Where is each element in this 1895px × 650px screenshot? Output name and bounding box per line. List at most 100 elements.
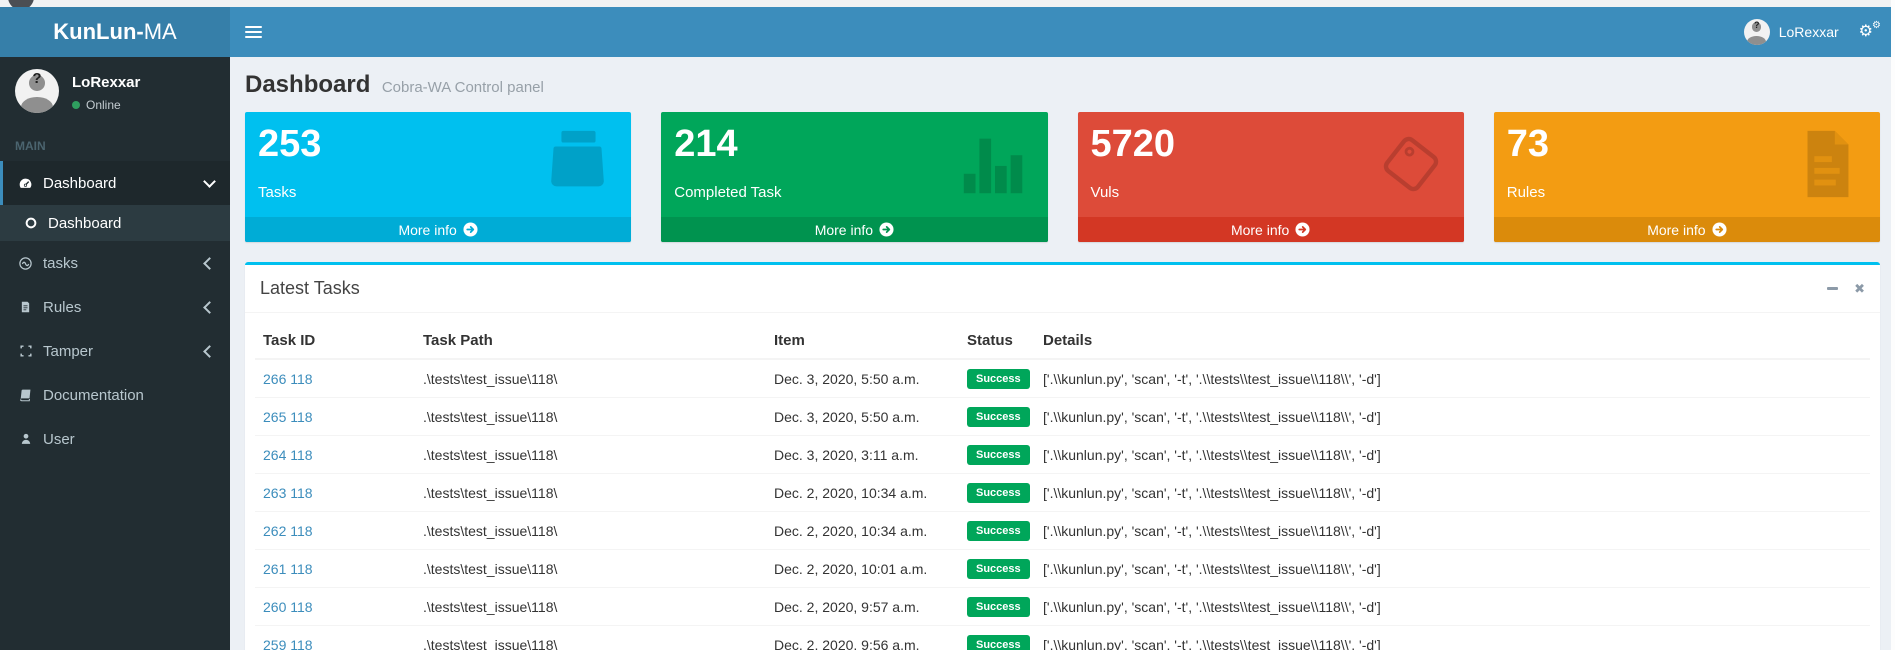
- navbar-user-name: LoRexxar: [1778, 24, 1839, 40]
- person-icon: [15, 432, 36, 446]
- stat-value: 214: [674, 123, 738, 165]
- stat-value: 253: [258, 123, 322, 165]
- task-path-cell: .\tests\test_issue\118\: [415, 587, 766, 626]
- sidebar-item-label: User: [43, 430, 75, 448]
- task-id-link[interactable]: 264 118: [263, 446, 313, 463]
- stat-box-rules: 73 Rules More info: [1493, 112, 1880, 242]
- stat-label: Vuls: [1090, 184, 1120, 201]
- sidebar-item-label: tasks: [43, 254, 79, 272]
- sidebar-item-label: Rules: [43, 298, 82, 316]
- arrow-circle-icon: [463, 222, 478, 237]
- stat-value: 73: [1506, 123, 1550, 165]
- sidebar-user-panel: ? LoRexxar Online: [0, 57, 230, 127]
- task-details-cell: ['.\\kunlun.py', 'scan', '-t', '.\\tests…: [1035, 587, 1870, 626]
- close-icon[interactable]: ✖: [1854, 281, 1865, 296]
- chevron-left-icon: [203, 256, 216, 270]
- gauge-icon: [15, 176, 36, 191]
- task-id-link[interactable]: 265 118: [263, 408, 313, 425]
- bar-chart-icon: [956, 125, 1034, 203]
- page-title: Dashboard: [245, 71, 371, 98]
- online-label: Online: [86, 98, 121, 112]
- task-details-cell: ['.\\kunlun.py', 'scan', '-t', '.\\tests…: [1035, 358, 1870, 398]
- task-details-cell: ['.\\kunlun.py', 'scan', '-t', '.\\tests…: [1035, 435, 1870, 474]
- status-badge: Success: [967, 520, 1030, 541]
- arrow-circle-icon: [1295, 222, 1310, 237]
- panel-tools: ✖: [1827, 282, 1865, 295]
- task-details-cell: ['.\\kunlun.py', 'scan', '-t', '.\\tests…: [1035, 549, 1870, 588]
- sidebar-item-rules[interactable]: Rules: [0, 285, 230, 329]
- archive-box-icon: [539, 125, 617, 203]
- sidebar-user-name: LoRexxar: [72, 74, 141, 91]
- navbar-main: ? LoRexxar ⚙ ⚙: [230, 7, 1895, 57]
- task-item-cell: Dec. 3, 2020, 5:50 a.m.: [766, 397, 959, 436]
- sidebar-item-documentation[interactable]: Documentation: [0, 373, 230, 417]
- content-header: Dashboard Cobra-WA Control panel: [230, 57, 1895, 108]
- stat-value: 5720: [1090, 123, 1176, 165]
- task-id-link[interactable]: 260 118: [263, 598, 313, 615]
- stat-box-completed: 214 Completed Task More info: [661, 112, 1048, 242]
- more-info-link[interactable]: More info: [1493, 217, 1880, 242]
- gears-icon[interactable]: ⚙ ⚙: [1858, 20, 1881, 40]
- latest-tasks-body-wrap: Task ID Task Path Item Status Details 26…: [245, 313, 1880, 650]
- hamburger-icon[interactable]: [230, 7, 276, 57]
- sidebar-item-label: Dashboard: [43, 174, 117, 192]
- task-details-cell: ['.\\kunlun.py', 'scan', '-t', '.\\tests…: [1035, 511, 1870, 550]
- pulse-circle-icon: [15, 256, 36, 271]
- task-id-link[interactable]: 263 118: [263, 484, 313, 501]
- task-row: 263 118 .\tests\test_issue\118\ Dec. 2, …: [255, 473, 1870, 512]
- sidebar: ? LoRexxar Online MAIN Dashboard Dashboa…: [0, 57, 230, 650]
- brand-light: MA: [143, 19, 177, 44]
- latest-tasks-panel: Latest Tasks ✖ Task ID Task Path Item St…: [245, 262, 1880, 650]
- sidebar-item-tamper[interactable]: Tamper: [0, 329, 230, 373]
- task-item-cell: Dec. 2, 2020, 9:57 a.m.: [766, 587, 959, 626]
- arrow-circle-icon: [879, 222, 894, 237]
- stat-label: Tasks: [258, 184, 297, 201]
- book-icon: [15, 388, 36, 402]
- task-item-cell: Dec. 2, 2020, 10:34 a.m.: [766, 511, 959, 550]
- more-info-link[interactable]: More info: [1077, 217, 1464, 242]
- task-id-link[interactable]: 266 118: [263, 370, 313, 387]
- task-path-cell: .\tests\test_issue\118\: [415, 358, 766, 398]
- task-path-cell: .\tests\test_issue\118\: [415, 511, 766, 550]
- status-badge: Success: [967, 596, 1030, 617]
- task-row: 266 118 .\tests\test_issue\118\ Dec. 3, …: [255, 358, 1870, 398]
- sidebar-item-dashboard[interactable]: Dashboard: [0, 161, 230, 205]
- sidebar-item-tasks[interactable]: tasks: [0, 241, 230, 285]
- task-row: 260 118 .\tests\test_issue\118\ Dec. 2, …: [255, 587, 1870, 626]
- col-task-id: Task ID: [255, 323, 415, 360]
- stat-box-tasks: 253 Tasks More info: [245, 112, 632, 242]
- page-subtitle: Cobra-WA Control panel: [381, 79, 544, 96]
- navbar-user-menu[interactable]: ? LoRexxar: [1743, 19, 1839, 45]
- col-task-path: Task Path: [415, 323, 766, 360]
- online-dot-icon: [72, 101, 80, 109]
- chevron-left-icon: [203, 300, 216, 314]
- sidebar-user-status[interactable]: Online: [72, 98, 140, 112]
- sidebar-item-user[interactable]: User: [0, 417, 230, 461]
- sidebar-item-label: Documentation: [43, 386, 144, 404]
- panel-title: Latest Tasks: [260, 278, 360, 298]
- status-badge: Success: [967, 368, 1030, 389]
- task-id-link[interactable]: 259 118: [263, 636, 313, 650]
- collapse-icon[interactable]: [1827, 287, 1839, 290]
- main-content: Dashboard Cobra-WA Control panel 253 Tas…: [230, 57, 1895, 650]
- sidebar-subitem-dashboard[interactable]: Dashboard: [0, 205, 230, 241]
- more-info-link[interactable]: More info: [245, 217, 632, 242]
- navbar-right: ? LoRexxar ⚙ ⚙: [1743, 19, 1895, 45]
- task-id-link[interactable]: 262 118: [263, 522, 313, 539]
- task-id-link[interactable]: 261 118: [263, 560, 313, 577]
- brand-bold: KunLun-: [53, 19, 144, 44]
- col-status: Status: [959, 323, 1035, 360]
- latest-tasks-header: Latest Tasks ✖: [245, 265, 1880, 313]
- arrow-circle-icon: [1712, 222, 1727, 237]
- status-badge: Success: [967, 444, 1030, 465]
- page-right-edge: [1891, 0, 1895, 650]
- task-path-cell: .\tests\test_issue\118\: [415, 397, 766, 436]
- status-badge: Success: [967, 558, 1030, 579]
- brand-logo[interactable]: KunLun-MA: [0, 7, 230, 57]
- task-row: 261 118 .\tests\test_issue\118\ Dec. 2, …: [255, 549, 1870, 588]
- sidebar-menu: MAIN Dashboard Dashboard tasks: [0, 127, 230, 461]
- sidebar-avatar: ?: [15, 69, 59, 113]
- task-item-cell: Dec. 2, 2020, 10:01 a.m.: [766, 549, 959, 588]
- more-info-link[interactable]: More info: [661, 217, 1048, 242]
- chevron-down-icon: [203, 175, 216, 188]
